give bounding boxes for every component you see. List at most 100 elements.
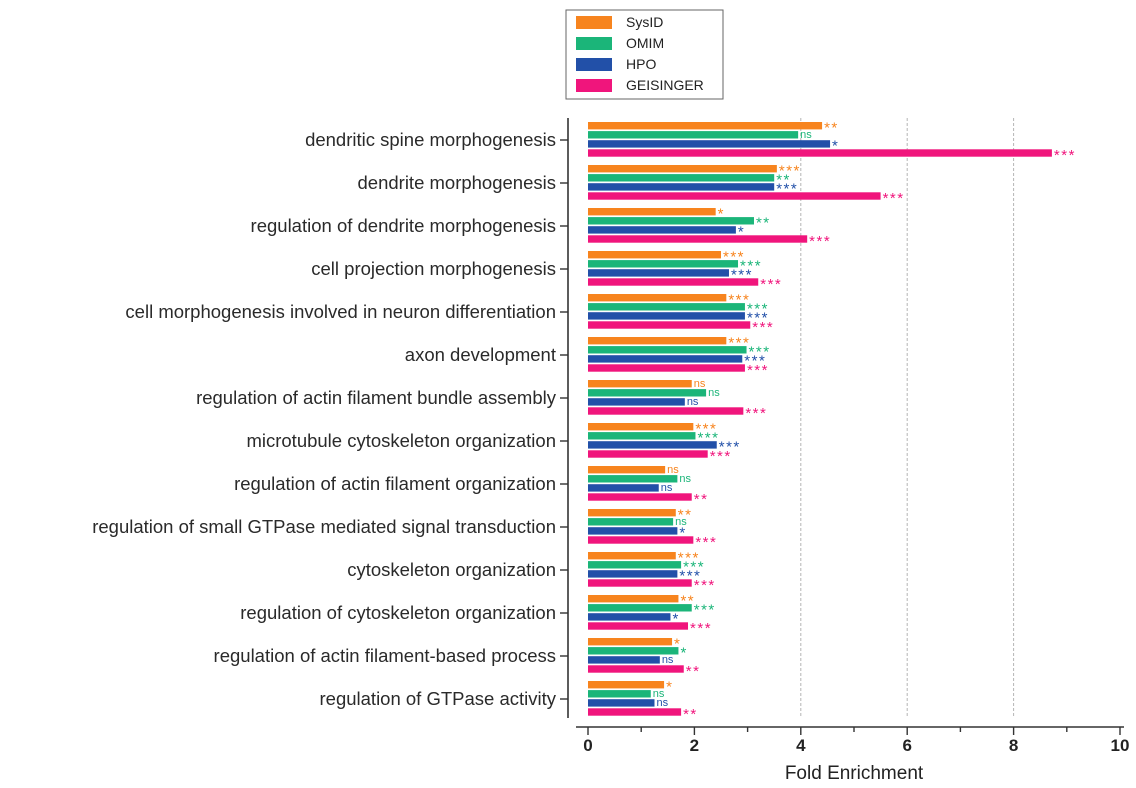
significance-label: ***	[694, 602, 716, 619]
legend-label-hpo: HPO	[626, 56, 656, 72]
x-tick-label: 8	[1009, 736, 1018, 755]
bar-sysid-1	[588, 165, 777, 173]
significance-label: ***	[695, 421, 717, 438]
bars: **ns************************************…	[588, 120, 1076, 723]
category-labels: dendritic spine morphogenesis dendrite mo…	[92, 129, 557, 709]
bar-geisinger-5	[588, 364, 745, 372]
significance-label: *	[738, 224, 745, 241]
bar-sysid-9	[588, 509, 676, 517]
significance-label: ***	[747, 310, 769, 327]
bar-hpo-0	[588, 140, 831, 148]
x-tick-label: 10	[1111, 736, 1130, 755]
significance-label: *	[679, 525, 686, 542]
category-label: regulation of actin filament bundle asse…	[196, 387, 557, 408]
bar-sysid-0	[588, 122, 823, 130]
bar-hpo-7	[588, 441, 717, 449]
category-label: regulation of GTPase activity	[320, 688, 557, 709]
significance-label: ns	[687, 396, 699, 408]
bar-sysid-3	[588, 251, 721, 259]
significance-label: **	[694, 491, 709, 508]
category-label: dendrite morphogenesis	[358, 172, 557, 193]
significance-label: ***	[740, 258, 762, 275]
category-label: cytoskeleton organization	[347, 559, 556, 580]
bar-geisinger-11	[588, 622, 689, 630]
bar-omim-8	[588, 475, 678, 483]
legend-label-geisinger: GEISINGER	[626, 77, 704, 93]
category-label: axon development	[405, 344, 556, 365]
bar-geisinger-13	[588, 708, 682, 716]
bar-geisinger-2	[588, 235, 808, 243]
significance-label: ***	[678, 550, 700, 567]
category-label: regulation of cytoskeleton organization	[240, 602, 556, 623]
significance-label: ns	[657, 697, 669, 709]
bar-omim-10	[588, 561, 682, 569]
bar-hpo-10	[588, 570, 678, 578]
significance-label: *	[672, 611, 679, 628]
legend-swatch-hpo	[576, 58, 612, 71]
axes: 0 2 4 6 8 10	[560, 118, 1129, 755]
significance-label: ***	[752, 319, 774, 336]
bar-geisinger-3	[588, 278, 759, 286]
significance-label: ***	[747, 362, 769, 379]
significance-label: ns	[667, 464, 679, 476]
legend-swatch-omim	[576, 37, 612, 50]
legend-label-sysid: SysID	[626, 14, 663, 30]
significance-label: ***	[747, 301, 769, 318]
bar-geisinger-10	[588, 579, 692, 587]
x-tick-label: 4	[796, 736, 806, 755]
bar-omim-9	[588, 518, 674, 526]
significance-label: *	[674, 636, 681, 653]
bar-omim-3	[588, 260, 739, 268]
bar-geisinger-4	[588, 321, 751, 329]
bar-hpo-9	[588, 527, 678, 535]
bar-omim-12	[588, 647, 679, 655]
significance-label: ***	[749, 344, 771, 361]
x-tick-label: 0	[583, 736, 592, 755]
significance-label: ns	[675, 516, 687, 528]
significance-label: ***	[710, 448, 732, 465]
bar-hpo-6	[588, 398, 685, 406]
bar-omim-4	[588, 303, 745, 311]
bar-hpo-12	[588, 656, 660, 664]
category-label: regulation of actin filament organizatio…	[234, 473, 556, 494]
significance-label: **	[756, 215, 771, 232]
significance-label: ns	[662, 654, 674, 666]
legend: SysID OMIM HPO GEISINGER	[565, 9, 724, 100]
bar-omim-5	[588, 346, 747, 354]
x-tick-label: 6	[902, 736, 911, 755]
bar-sysid-8	[588, 466, 666, 474]
significance-label: ***	[719, 439, 741, 456]
x-tick-label: 2	[690, 736, 699, 755]
significance-label: *	[718, 206, 725, 223]
bar-sysid-12	[588, 638, 673, 646]
significance-label: ns	[653, 688, 665, 700]
bar-geisinger-8	[588, 493, 692, 501]
significance-label: *	[666, 679, 673, 696]
significance-label: **	[683, 706, 698, 723]
bar-sysid-11	[588, 595, 679, 603]
significance-label: ***	[744, 353, 766, 370]
bar-geisinger-12	[588, 665, 684, 673]
bar-hpo-5	[588, 355, 743, 363]
bar-omim-1	[588, 174, 775, 182]
category-label: cell projection morphogenesis	[311, 258, 556, 279]
legend-swatch-geisinger	[576, 79, 612, 92]
significance-label: ***	[745, 405, 767, 422]
significance-label: ns	[800, 129, 812, 141]
category-label: cell morphogenesis involved in neuron di…	[125, 301, 556, 322]
category-label: regulation of dendrite morphogenesis	[251, 215, 556, 236]
legend-swatch-sysid	[576, 16, 612, 29]
significance-label: **	[686, 663, 701, 680]
significance-label: **	[678, 507, 693, 524]
bar-geisinger-7	[588, 450, 708, 458]
bar-geisinger-6	[588, 407, 744, 415]
bar-sysid-5	[588, 337, 727, 345]
significance-label: ***	[1054, 147, 1076, 164]
bar-hpo-3	[588, 269, 729, 277]
bar-hpo-11	[588, 613, 671, 621]
grid	[800, 118, 1015, 718]
bar-hpo-8	[588, 484, 659, 492]
significance-label: ns	[708, 387, 720, 399]
significance-label: ns	[679, 473, 691, 485]
